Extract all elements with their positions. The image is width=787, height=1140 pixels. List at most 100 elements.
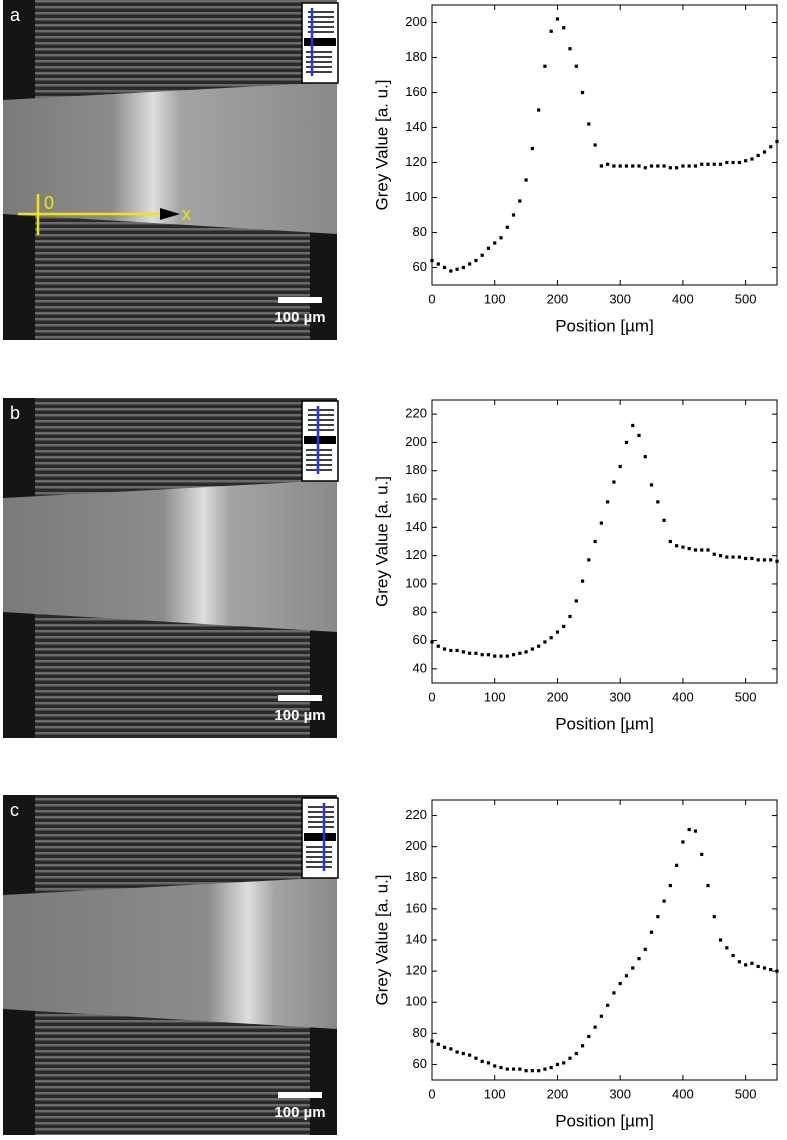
data-point bbox=[687, 164, 691, 168]
plot-frame bbox=[431, 399, 778, 684]
data-point bbox=[511, 213, 516, 217]
x-tick-label: 200 bbox=[547, 291, 569, 306]
inset-bar bbox=[304, 38, 336, 46]
data-point bbox=[606, 162, 610, 166]
data-point bbox=[675, 544, 679, 548]
data-point bbox=[643, 166, 647, 170]
data-point bbox=[511, 653, 516, 657]
x-tick-label: 100 bbox=[484, 689, 506, 704]
x-tick-label: 300 bbox=[609, 291, 631, 306]
plot-frame bbox=[431, 4, 778, 286]
data-point bbox=[668, 539, 672, 544]
x-tick-label: 400 bbox=[672, 1086, 694, 1101]
axis-direction-label: x bbox=[182, 204, 191, 224]
x-tick-label: 300 bbox=[609, 1086, 631, 1101]
data-point bbox=[681, 545, 685, 549]
y-tick-label: 160 bbox=[405, 490, 427, 505]
data-point bbox=[643, 455, 647, 459]
data-point bbox=[593, 143, 597, 147]
data-point bbox=[505, 225, 509, 229]
y-tick-label: 100 bbox=[405, 994, 427, 1009]
data-point bbox=[480, 1059, 484, 1063]
data-point bbox=[499, 236, 503, 240]
data-point bbox=[700, 852, 704, 857]
data-point bbox=[675, 166, 679, 170]
data-point bbox=[631, 423, 635, 428]
x-tick-label: 100 bbox=[484, 291, 506, 306]
dark-edge bbox=[310, 628, 337, 738]
y-tick-label: 120 bbox=[405, 963, 427, 978]
data-point bbox=[750, 556, 754, 561]
panel-label: c bbox=[10, 800, 19, 820]
y-tick-label: 140 bbox=[405, 931, 427, 946]
data-point bbox=[649, 164, 654, 168]
y-tick-label: 120 bbox=[405, 154, 427, 169]
panel-label: b bbox=[10, 403, 20, 423]
data-point bbox=[555, 630, 560, 634]
data-point bbox=[612, 991, 616, 995]
data-point bbox=[756, 153, 760, 158]
data-point bbox=[474, 1056, 478, 1060]
data-point bbox=[656, 500, 660, 504]
data-point bbox=[700, 162, 704, 166]
data-point bbox=[555, 17, 560, 21]
scale-bar bbox=[278, 297, 322, 303]
data-point bbox=[744, 159, 748, 163]
data-point bbox=[756, 964, 760, 969]
data-point bbox=[668, 883, 672, 888]
data-point bbox=[769, 558, 773, 562]
data-point bbox=[693, 829, 698, 833]
x-tick-label: 500 bbox=[735, 689, 757, 704]
channel-band bbox=[3, 82, 337, 234]
data-point bbox=[737, 960, 741, 964]
data-point bbox=[480, 253, 484, 257]
data-point bbox=[499, 654, 503, 658]
data-point bbox=[455, 648, 459, 653]
data-point bbox=[430, 258, 434, 263]
data-point bbox=[769, 967, 773, 972]
data-point bbox=[718, 162, 723, 166]
data-point bbox=[580, 579, 585, 583]
data-point bbox=[762, 150, 767, 154]
data-point bbox=[518, 651, 522, 655]
data-point bbox=[737, 160, 741, 165]
x-tick-label: 400 bbox=[672, 291, 694, 306]
data-point bbox=[643, 947, 647, 951]
data-point bbox=[618, 981, 622, 986]
y-tick-label: 200 bbox=[405, 838, 427, 853]
data-point bbox=[430, 1039, 434, 1043]
data-point bbox=[524, 1069, 528, 1073]
data-point bbox=[549, 1065, 553, 1070]
data-point bbox=[442, 1045, 447, 1049]
data-point bbox=[624, 974, 629, 978]
data-point bbox=[649, 483, 654, 487]
data-point bbox=[562, 1061, 566, 1065]
x-tick-label: 500 bbox=[735, 1086, 757, 1101]
data-point bbox=[568, 614, 572, 619]
data-point bbox=[687, 827, 691, 832]
scale-bar-label: 100 µm bbox=[274, 309, 325, 326]
data-point bbox=[624, 164, 629, 168]
data-point bbox=[524, 178, 528, 182]
data-point bbox=[549, 29, 553, 33]
y-axis-label: Grey Value [a. u.] bbox=[372, 874, 391, 1005]
data-point bbox=[731, 953, 735, 958]
data-point bbox=[499, 1065, 503, 1070]
data-point bbox=[442, 265, 447, 270]
data-point bbox=[530, 647, 534, 651]
data-point bbox=[574, 64, 578, 68]
data-point bbox=[637, 433, 641, 437]
y-tick-label: 120 bbox=[405, 547, 427, 562]
data-point bbox=[668, 166, 672, 170]
data-point bbox=[599, 164, 603, 168]
data-point bbox=[493, 1064, 497, 1068]
x-tick-label: 100 bbox=[484, 1086, 506, 1101]
y-tick-label: 80 bbox=[413, 224, 427, 239]
data-point bbox=[762, 966, 767, 970]
panel-label: a bbox=[10, 5, 21, 25]
data-point bbox=[587, 122, 591, 126]
x-axis-label: Position [µm] bbox=[555, 1111, 654, 1130]
data-point bbox=[606, 1003, 610, 1007]
data-point bbox=[461, 265, 465, 270]
